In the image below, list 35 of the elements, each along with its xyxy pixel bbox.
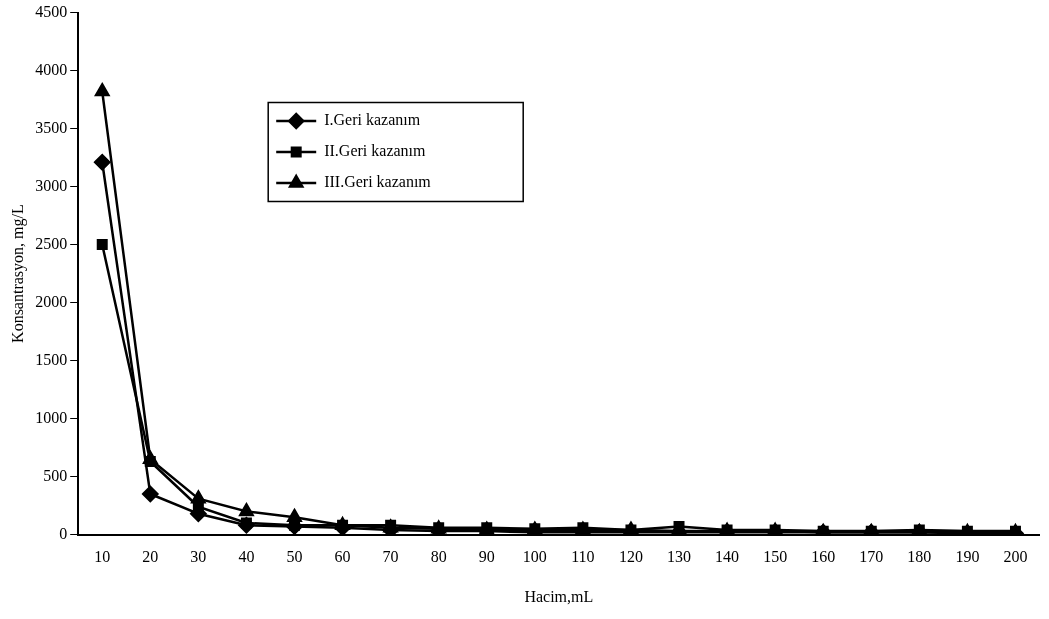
y-tick-label: 2000 <box>35 292 68 310</box>
y-tick-label: 1500 <box>35 350 68 368</box>
x-tick-label: 80 <box>430 548 447 566</box>
y-tick-label: 3500 <box>35 118 68 136</box>
x-tick-label: 20 <box>142 548 159 566</box>
y-axis-title: Konsantrasyon, mg/L <box>8 204 27 343</box>
y-tick-label: 4500 <box>35 2 68 20</box>
x-axis-title: Hacim,mL <box>524 587 594 605</box>
x-tick-label: 10 <box>94 548 111 566</box>
y-tick-label: 0 <box>59 524 68 542</box>
x-tick-label: 150 <box>763 548 788 566</box>
x-tick-label: 60 <box>334 548 351 566</box>
x-tick-label: 90 <box>478 548 495 566</box>
legend-label: I.Geri kazanım <box>324 111 421 129</box>
legend-label: II.Geri kazanım <box>324 142 427 160</box>
x-tick-label: 100 <box>522 548 547 566</box>
x-tick-label: 120 <box>618 548 643 566</box>
x-tick-label: 50 <box>286 548 303 566</box>
x-tick-label: 40 <box>238 548 255 566</box>
y-tick-label: 3000 <box>35 176 68 194</box>
x-tick-label: 130 <box>667 548 692 566</box>
y-tick-label: 1000 <box>35 408 68 426</box>
x-tick-label: 160 <box>811 548 836 566</box>
x-tick-label: 70 <box>382 548 399 566</box>
x-tick-label: 180 <box>907 548 932 566</box>
x-tick-label: 190 <box>955 548 980 566</box>
y-tick-label: 4000 <box>35 60 68 78</box>
x-tick-label: 200 <box>1003 548 1028 566</box>
x-tick-label: 110 <box>571 548 595 566</box>
legend-label: III.Geri kazanım <box>324 173 432 191</box>
x-tick-label: 30 <box>190 548 207 566</box>
y-tick-label: 2500 <box>35 234 68 252</box>
x-tick-label: 170 <box>859 548 884 566</box>
y-tick-label: 500 <box>43 466 68 484</box>
x-tick-label: 140 <box>715 548 740 566</box>
